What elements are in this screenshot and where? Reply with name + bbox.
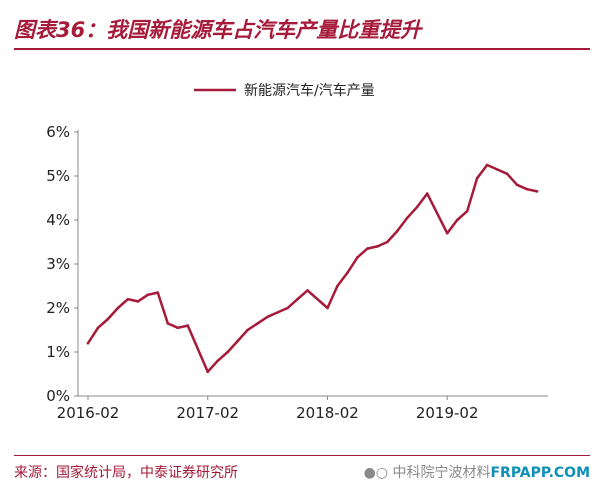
data-point [455,218,459,222]
series-line [86,163,539,374]
data-point [206,370,209,374]
data-point [485,163,489,167]
data-point [176,326,180,330]
data-point [116,306,120,310]
data-point [406,216,409,220]
y-tick-label: 2% [46,299,70,317]
chart-svg: 0% 1% 2% 3% 4% 5% 6% 2016-02 2017-02 2018-02 2019-… [46,82,548,422]
data-point [146,293,150,297]
x-tick-label: 2016-02 [57,404,120,422]
title-divider [14,48,590,50]
data-point [186,324,190,327]
data-point [256,322,259,325]
chart-title: 图表36：我国新能源车占汽车产量比重提升 [14,18,422,42]
data-point [216,359,219,363]
data-point [266,315,269,319]
data-point [396,229,399,233]
data-point [366,247,369,250]
watermark-site: FRPAPP.COM [490,465,590,481]
y-tick-label: 4% [46,211,70,229]
data-point [525,187,529,191]
data-point [495,168,499,171]
x-tick-label: 2018-02 [296,404,359,422]
data-point [356,256,359,259]
data-point [475,176,479,180]
data-point [156,291,160,294]
data-point [276,311,279,314]
data-point [226,350,229,354]
source-divider [14,455,590,456]
data-point [535,190,539,193]
y-tick-label: 0% [46,387,70,405]
data-point [416,205,419,209]
y-tick-label: 5% [46,167,70,185]
data-point [126,297,130,301]
data-point [505,172,509,176]
data-point [86,341,90,345]
data-point [515,183,519,187]
data-point [336,284,339,288]
x-tick-label: 2017-02 [176,404,239,422]
data-point [136,300,140,303]
source-note: 来源：国家统计局，中泰证券研究所 [14,465,238,481]
data-point [166,322,170,325]
watermark: ●○ 中科院宁波材料FRPAPP.COM [364,462,590,482]
data-point [306,289,309,292]
data-point [376,245,379,248]
data-point [386,240,389,244]
data-point [326,306,329,310]
data-point [96,326,100,330]
x-tick-label: 2019-02 [416,404,479,422]
y-tick-label: 6% [46,123,70,141]
data-point [286,306,289,310]
data-point [445,231,449,235]
data-point [296,297,299,301]
data-point [425,192,429,195]
data-point [106,317,110,321]
data-point [465,209,469,213]
legend-label: 新能源汽车/汽车产量 [244,82,375,99]
y-tick-label: 3% [46,255,70,273]
data-point [236,339,239,343]
data-point [246,328,249,332]
watermark-prefix: 中科院宁波材料 [392,465,491,481]
y-tick-label: 1% [46,343,70,361]
wechat-icon: ●○ [363,465,389,481]
line-chart: 0% 1% 2% 3% 4% 5% 6% 2016-02 2017-02 2018-02 2019-… [0,52,604,432]
data-point [346,271,349,275]
